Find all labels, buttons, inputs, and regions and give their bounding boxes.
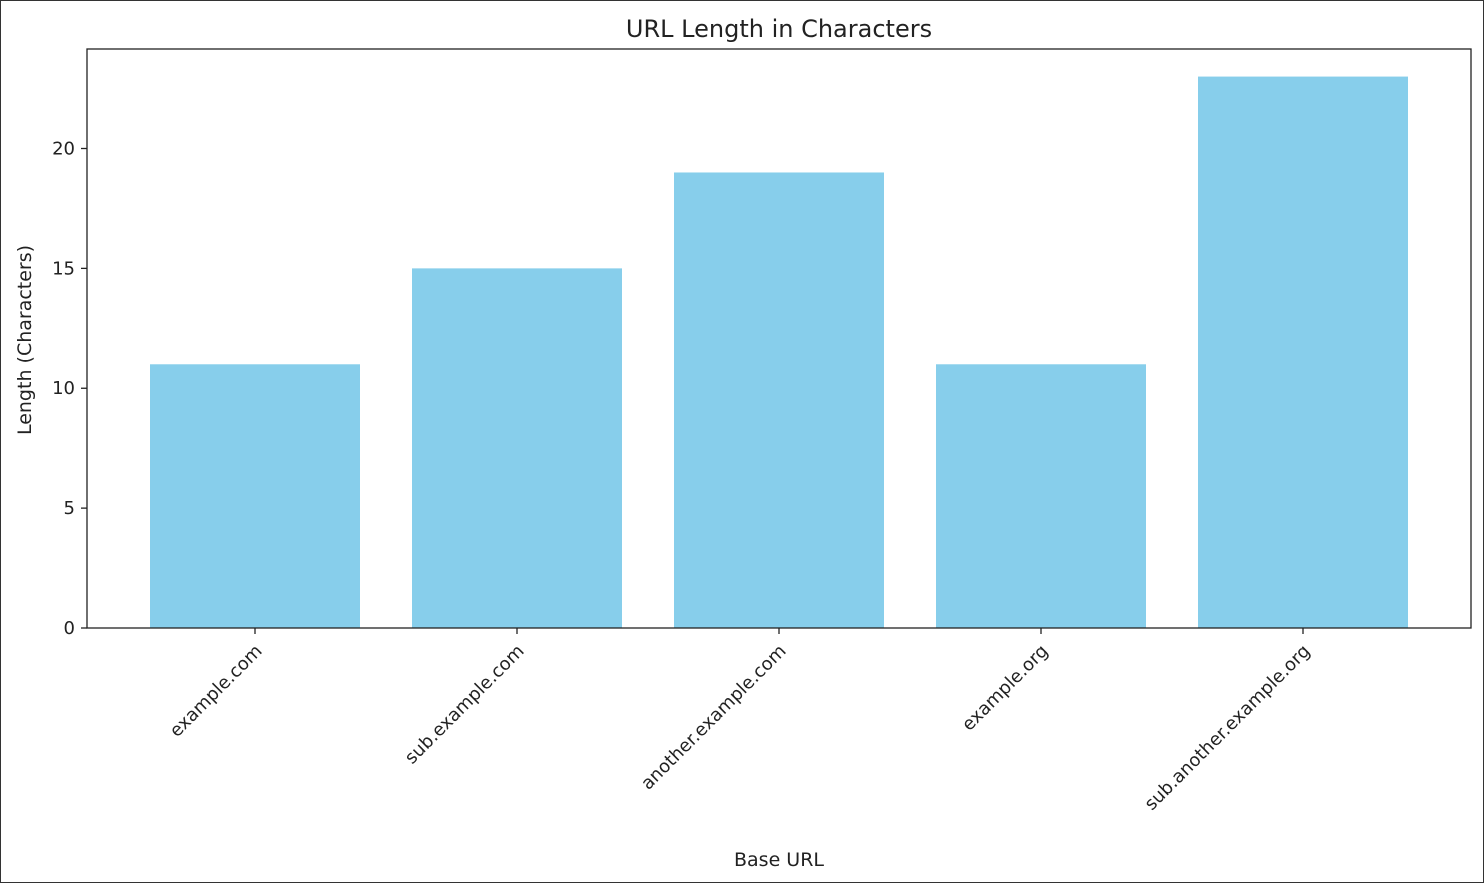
bar-example.com — [150, 364, 360, 628]
y-tick-label: 10 — [52, 378, 75, 399]
y-tick-label: 15 — [52, 258, 75, 279]
bar-example.org — [936, 364, 1146, 628]
y-axis-label: Length (Characters) — [14, 245, 36, 435]
x-axis-label: Base URL — [734, 849, 824, 871]
x-axis: example.com sub.example.com another.exampl… — [166, 628, 1315, 815]
bar-sub.another.example.org — [1198, 76, 1408, 629]
x-tick-label: another.example.com — [637, 641, 791, 795]
y-tick-label: 20 — [52, 138, 75, 159]
y-tick-label: 0 — [64, 618, 75, 639]
x-tick-label: example.org — [958, 641, 1053, 736]
chart-title: URL Length in Characters — [626, 15, 932, 43]
x-tick-label: example.com — [166, 641, 267, 742]
x-tick-label: sub.example.com — [401, 641, 529, 769]
y-tick-label: 5 — [64, 498, 75, 519]
bar-another.example.com — [674, 172, 884, 628]
bar-series — [150, 76, 1408, 629]
y-axis: 0 5 10 15 20 — [52, 138, 87, 639]
x-tick-label: sub.another.example.org — [1140, 641, 1314, 815]
bar-sub.example.com — [412, 268, 622, 628]
